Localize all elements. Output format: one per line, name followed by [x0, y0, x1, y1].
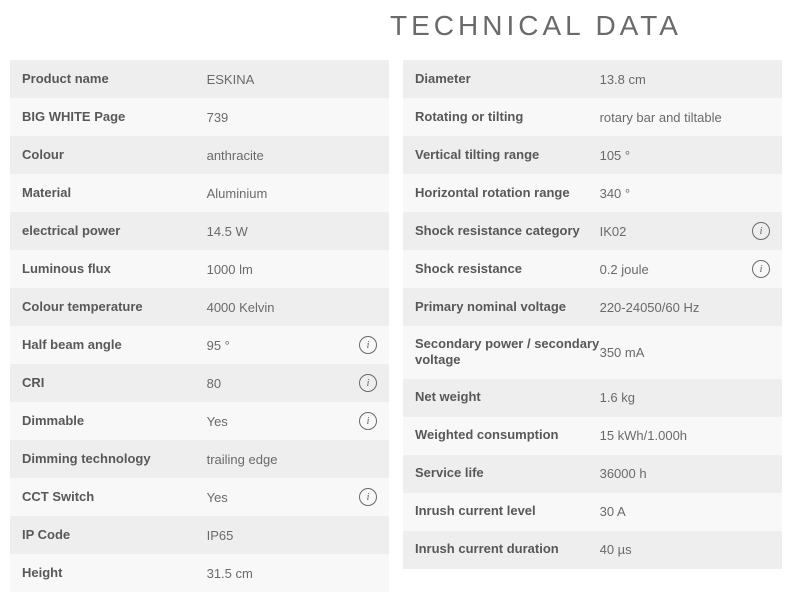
spec-value: 40 µs [600, 542, 770, 557]
spec-column-left: Product nameESKINABIG WHITE Page739Colou… [10, 60, 389, 592]
spec-label: Dimmable [22, 413, 207, 429]
spec-row: electrical power14.5 W [10, 212, 389, 250]
spec-value: 30 A [600, 504, 770, 519]
spec-label: CCT Switch [22, 489, 207, 505]
spec-label: Secondary power / secondary voltage [415, 336, 600, 369]
spec-value: ESKINA [207, 72, 377, 87]
info-icon[interactable]: i [359, 374, 377, 392]
spec-label: Colour [22, 147, 207, 163]
spec-label: Height [22, 565, 207, 581]
spec-value: 1000 lm [207, 262, 377, 277]
spec-row: Inrush current duration40 µs [403, 531, 782, 569]
spec-value: IP65 [207, 528, 377, 543]
spec-value: 739 [207, 110, 377, 125]
spec-label: Dimming technology [22, 451, 207, 467]
spec-label: Inrush current level [415, 503, 600, 519]
info-icon[interactable]: i [752, 222, 770, 240]
spec-columns: Product nameESKINABIG WHITE Page739Colou… [10, 60, 782, 592]
spec-row: Weighted consumption15 kWh/1.000h [403, 417, 782, 455]
spec-value: 31.5 cm [207, 566, 377, 581]
info-icon[interactable]: i [359, 412, 377, 430]
page-title: TECHNICAL DATA [10, 10, 782, 42]
info-icon[interactable]: i [752, 260, 770, 278]
spec-row: Colouranthracite [10, 136, 389, 174]
spec-value: rotary bar and tiltable [600, 110, 770, 125]
spec-label: Shock resistance category [415, 223, 600, 239]
spec-label: CRI [22, 375, 207, 391]
spec-value: 95 ° [207, 338, 359, 353]
spec-label: Horizontal rotation range [415, 185, 600, 201]
spec-row: BIG WHITE Page739 [10, 98, 389, 136]
spec-value: 105 ° [600, 148, 770, 163]
spec-row: Inrush current level30 A [403, 493, 782, 531]
spec-row: Half beam angle95 °i [10, 326, 389, 364]
spec-value: 80 [207, 376, 359, 391]
spec-value: Yes [207, 414, 359, 429]
spec-row: Vertical tilting range105 ° [403, 136, 782, 174]
info-icon[interactable]: i [359, 488, 377, 506]
spec-row: IP CodeIP65 [10, 516, 389, 554]
spec-value: 15 kWh/1.000h [600, 428, 770, 443]
spec-label: Luminous flux [22, 261, 207, 277]
spec-label: Rotating or tilting [415, 109, 600, 125]
spec-value: 4000 Kelvin [207, 300, 377, 315]
spec-row: Secondary power / secondary voltage350 m… [403, 326, 782, 379]
spec-label: electrical power [22, 223, 207, 239]
spec-row: Horizontal rotation range340 ° [403, 174, 782, 212]
spec-value: 14.5 W [207, 224, 377, 239]
spec-label: Half beam angle [22, 337, 207, 353]
spec-label: Shock resistance [415, 261, 600, 277]
spec-value: 13.8 cm [600, 72, 770, 87]
spec-value: 340 ° [600, 186, 770, 201]
spec-label: Inrush current duration [415, 541, 600, 557]
spec-label: Weighted consumption [415, 427, 600, 443]
spec-row: CRI80i [10, 364, 389, 402]
spec-label: Net weight [415, 389, 600, 405]
info-icon[interactable]: i [359, 336, 377, 354]
spec-value: trailing edge [207, 452, 377, 467]
spec-label: Product name [22, 71, 207, 87]
spec-row: Diameter13.8 cm [403, 60, 782, 98]
spec-row: Net weight1.6 kg [403, 379, 782, 417]
spec-label: BIG WHITE Page [22, 109, 207, 125]
spec-row: Height31.5 cm [10, 554, 389, 592]
spec-value: Yes [207, 490, 359, 505]
spec-value: 350 mA [600, 345, 770, 360]
spec-row: Rotating or tiltingrotary bar and tiltab… [403, 98, 782, 136]
spec-label: Colour temperature [22, 299, 207, 315]
spec-value: anthracite [207, 148, 377, 163]
spec-row: Service life36000 h [403, 455, 782, 493]
spec-row: Dimming technologytrailing edge [10, 440, 389, 478]
spec-row: Luminous flux1000 lm [10, 250, 389, 288]
spec-column-right: Diameter13.8 cmRotating or tiltingrotary… [403, 60, 782, 592]
spec-row: CCT SwitchYesi [10, 478, 389, 516]
spec-label: Material [22, 185, 207, 201]
spec-value: 0.2 joule [600, 262, 752, 277]
spec-label: Service life [415, 465, 600, 481]
spec-label: Diameter [415, 71, 600, 87]
spec-row: Product nameESKINA [10, 60, 389, 98]
spec-row: Colour temperature4000 Kelvin [10, 288, 389, 326]
spec-row: MaterialAluminium [10, 174, 389, 212]
spec-row: Shock resistance0.2 joulei [403, 250, 782, 288]
spec-value: 36000 h [600, 466, 770, 481]
spec-value: IK02 [600, 224, 752, 239]
spec-label: Primary nominal voltage [415, 299, 600, 315]
spec-row: Primary nominal voltage220-24050/60 Hz [403, 288, 782, 326]
spec-label: IP Code [22, 527, 207, 543]
spec-row: DimmableYesi [10, 402, 389, 440]
spec-label: Vertical tilting range [415, 147, 600, 163]
spec-value: 1.6 kg [600, 390, 770, 405]
spec-row: Shock resistance categoryIK02i [403, 212, 782, 250]
spec-value: Aluminium [207, 186, 377, 201]
spec-value: 220-24050/60 Hz [600, 300, 770, 315]
